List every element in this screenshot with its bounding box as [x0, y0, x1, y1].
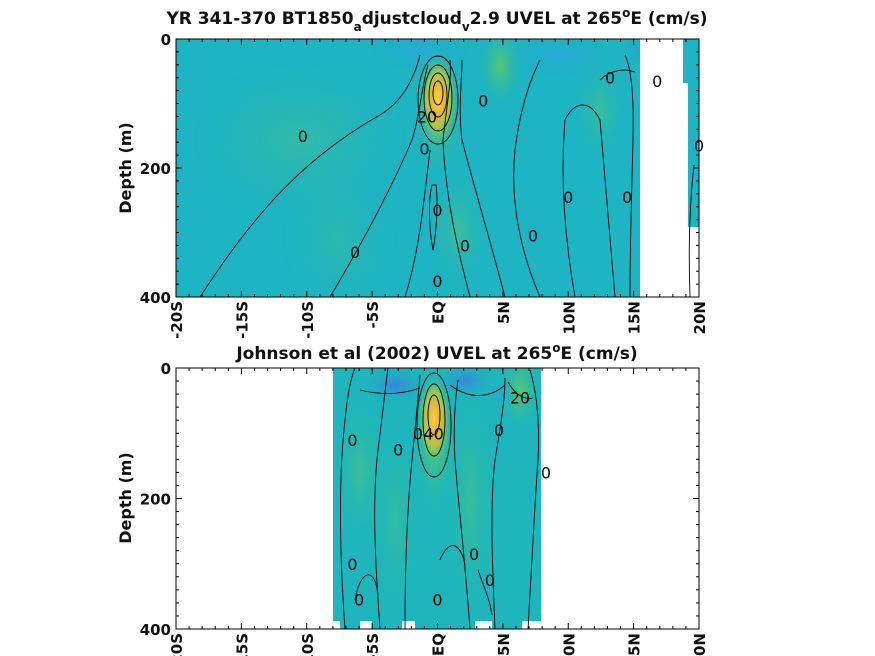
- bottom-contour-label: 0: [393, 441, 403, 460]
- bottom-contour-label: 0: [347, 431, 357, 450]
- top-colormap: [176, 39, 699, 297]
- bottom-xtick-label: -10S: [299, 633, 317, 656]
- top-contour-label: 0: [563, 188, 573, 207]
- top-ytick-label: 400: [140, 289, 171, 307]
- svg-text:YR 341-370 BT1850adjustcloudv2: YR 341-370 BT1850adjustcloudv2.9 UVEL at…: [165, 6, 707, 34]
- bottom-xtick-label: 15N: [626, 633, 644, 656]
- bottom-contour-label: 0: [432, 591, 442, 610]
- top-xtick-label: 20N: [691, 301, 709, 334]
- top-xtick-label: -15S: [233, 301, 251, 339]
- bottom-contour-label: 0: [354, 591, 364, 610]
- bottom-ytick-label: 0: [161, 360, 171, 378]
- bottom-colormap: [176, 368, 699, 629]
- bottom-xtick-label: 5N: [495, 633, 513, 656]
- bottom-xtick-label: 10N: [560, 633, 578, 656]
- bottom-xtick-label: -5S: [364, 633, 382, 656]
- bottom-ytick-label: 400: [140, 621, 171, 639]
- bottom-xtick-label: EQ: [430, 633, 448, 656]
- top-xtick-label: 5N: [495, 301, 513, 324]
- top-ytick-label: 0: [161, 31, 171, 49]
- top-contour-label: 0: [432, 201, 442, 220]
- svg-text:Johnson et al (2002) UVEL at 2: Johnson et al (2002) UVEL at 265oE (cm/s…: [235, 341, 637, 364]
- top-xtick-label: -20S: [168, 301, 186, 339]
- top-contour-label: 0: [350, 243, 360, 262]
- bottom-xtick-label: -20S: [168, 633, 186, 656]
- top-panel: YR 341-370 BT1850adjustcloudv2.9 UVEL at…: [116, 6, 709, 339]
- bottom-title: Johnson et al (2002) UVEL at 265oE (cm/s…: [235, 341, 637, 364]
- top-contour-label: 0: [605, 69, 615, 88]
- bottom-contour-label: 20: [510, 388, 530, 407]
- top-xtick-label: EQ: [430, 301, 448, 324]
- bottom-xtick-label: -15S: [233, 633, 251, 656]
- top-xtick-label: -10S: [299, 301, 317, 339]
- bottom-contour-label: 0: [541, 463, 551, 482]
- bottom-xtick-label: 20N: [691, 633, 709, 656]
- bottom-panel: Johnson et al (2002) UVEL at 265oE (cm/s…: [116, 341, 709, 656]
- top-title: YR 341-370 BT1850adjustcloudv2.9 UVEL at…: [165, 6, 707, 34]
- top-contour-label: 0: [652, 72, 662, 91]
- top-ytick-label: 200: [140, 160, 171, 178]
- top-xtick-label: 10N: [560, 301, 578, 334]
- top-contour-label: 0: [419, 140, 429, 159]
- top-contour-label: 0: [622, 188, 632, 207]
- bottom-contour-label: 0: [485, 571, 495, 590]
- top-contour-label: 0: [298, 127, 308, 146]
- top-contour-label: 0: [478, 91, 488, 110]
- bottom-contours: [340, 368, 539, 629]
- top-xtick-label: 15N: [626, 301, 644, 334]
- top-contour-label: 20: [417, 107, 437, 126]
- bottom-contour-label: 40: [423, 424, 443, 443]
- bottom-contour-label: 0: [347, 555, 357, 574]
- bottom-contour-label: 0: [413, 424, 423, 443]
- top-ylabel: Depth (m): [116, 122, 135, 214]
- bottom-contour-label: 0: [469, 545, 479, 564]
- bottom-ylabel: Depth (m): [116, 452, 135, 544]
- bottom-contour-label: 0: [494, 421, 504, 440]
- top-nodata-mask: [640, 39, 699, 297]
- bottom-ytick-label: 200: [140, 491, 171, 509]
- top-contour-label: 0: [460, 236, 470, 255]
- top-contour-label: 0: [432, 272, 442, 291]
- top-contour-label: 0: [528, 227, 538, 246]
- top-xtick-label: -5S: [364, 301, 382, 328]
- top-contours: [199, 54, 695, 297]
